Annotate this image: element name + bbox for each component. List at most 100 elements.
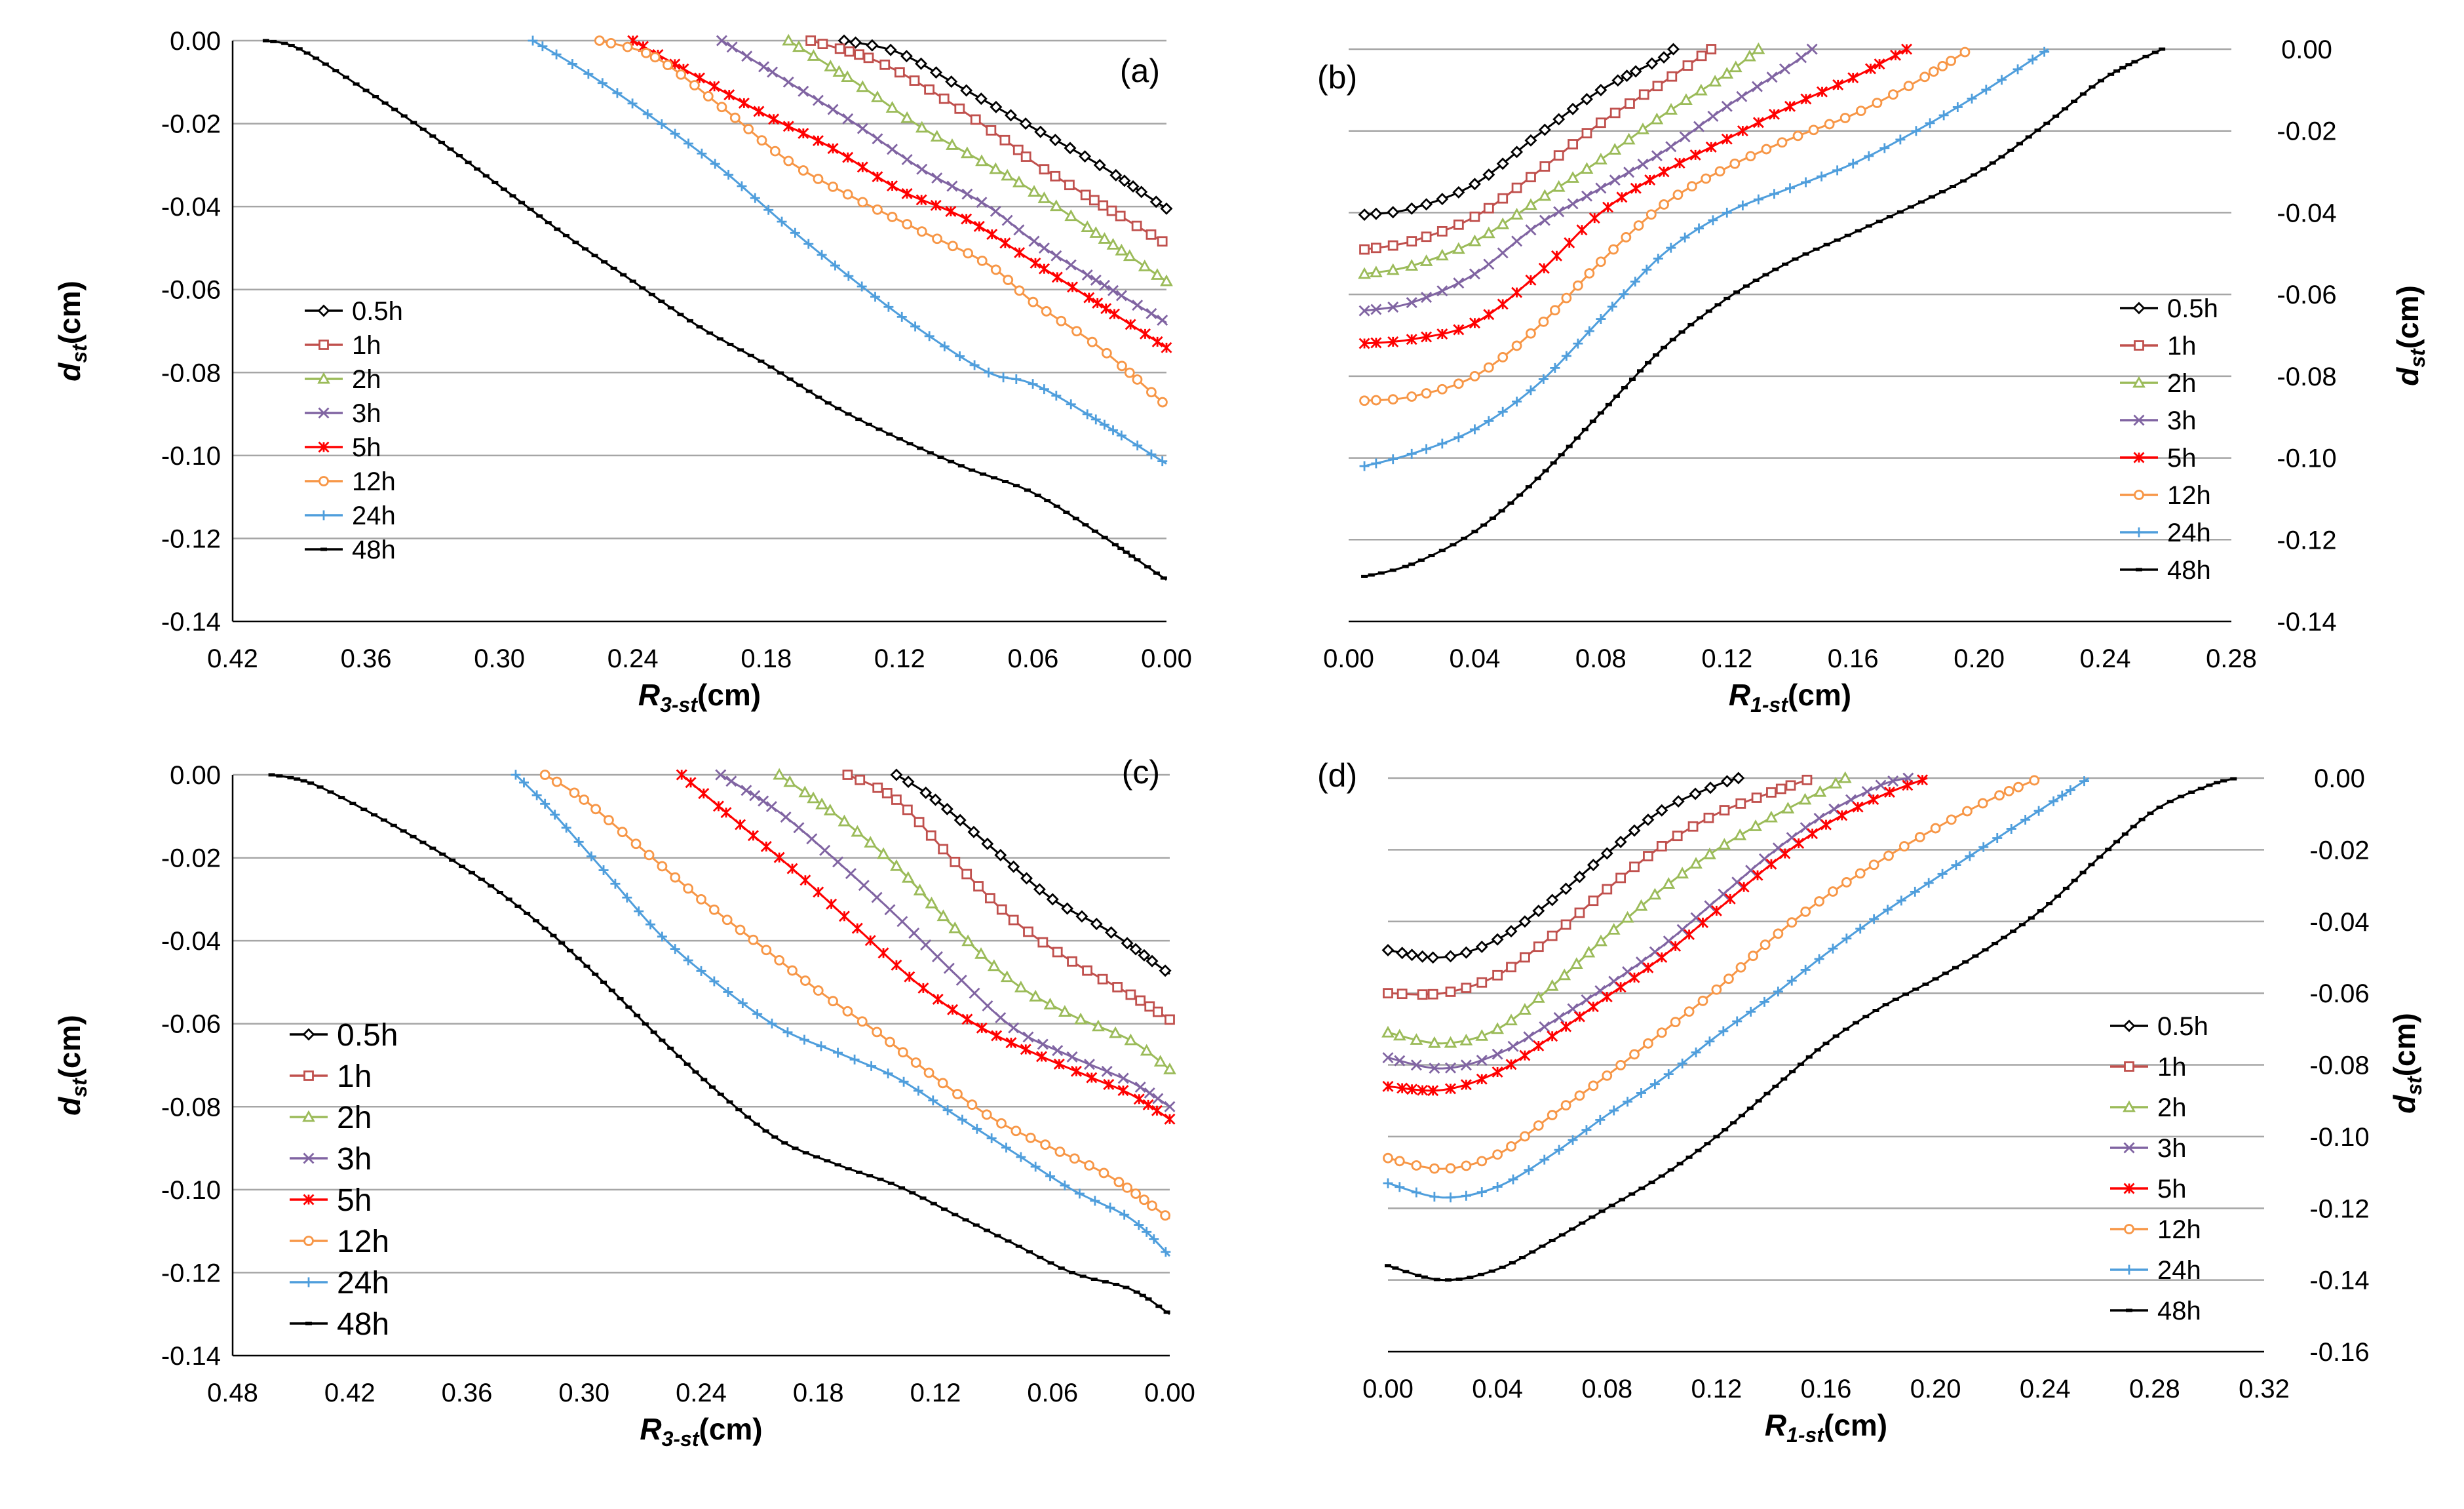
data-point-marker [1512,397,1522,407]
data-point-marker [1670,1017,1681,1028]
data-point-marker [1708,75,1722,87]
series-2h [773,768,1176,1074]
data-point-marker [908,928,920,939]
y-tick-label: -0.14 [2309,1266,2369,1295]
data-point-marker [1775,783,1786,794]
legend-label: 0.5h [352,297,403,326]
x-tick-label: 0.30 [474,644,525,673]
data-point-marker [939,341,950,351]
data-point-marker [756,135,767,146]
data-point-marker [1098,279,1110,291]
data-point-marker [1052,1045,1064,1057]
legend-marker [303,1194,315,1205]
data-point-marker [1106,238,1120,250]
legend-label: 24h [2167,519,2211,547]
data-point-marker [967,1099,978,1110]
data-point-marker [961,934,975,947]
data-point-marker [703,90,714,102]
data-point-marker [954,103,965,114]
data-point-marker [894,67,905,78]
data-point-marker [1080,189,1091,201]
data-point-marker [969,987,980,999]
data-point-marker [708,81,720,92]
data-point-marker [1387,206,1400,219]
data-point-marker [1708,215,1718,225]
data-point-marker [943,962,955,974]
series-48h [262,39,1167,581]
data-point-marker [1039,384,1049,395]
data-point-marker [1090,918,1103,931]
data-point-marker [1601,991,1613,1003]
data-point-marker [890,768,903,781]
data-point-marker [1903,81,1914,92]
data-point-marker [2039,47,2050,57]
data-point-marker [1705,141,1717,153]
data-point-marker [1098,232,1111,244]
data-point-marker [1496,217,1510,229]
data-point-marker [710,159,720,169]
data-point-marker [1028,379,1038,389]
data-point-marker [1735,798,1746,809]
data-point-marker [1560,1021,1572,1032]
data-point-marker [1930,823,1941,834]
series-line [1387,777,1813,996]
data-point-marker [1469,268,1480,280]
data-point-marker [1694,223,1704,233]
data-point-marker [1760,939,1771,950]
data-point-marker [1483,203,1494,214]
data-point-marker [1560,1100,1571,1111]
data-point-marker [1492,970,1503,981]
data-point-marker [1037,191,1051,203]
data-point-marker [1997,75,2007,85]
panel-label: (b) [1317,59,1357,96]
data-point-marker [961,188,973,200]
data-point-marker [803,239,814,249]
data-point-marker [1722,207,1732,218]
data-point-marker [1807,828,1819,840]
x-tick-label: 0.16 [1801,1375,1852,1403]
data-point-marker [972,1124,982,1134]
x-tick-label: 0.48 [207,1379,258,1407]
data-point-marker [947,241,958,252]
legend-marker [2123,1100,2136,1112]
data-point-marker [1704,900,1716,912]
data-point-marker [1406,391,1417,402]
data-point-marker [780,812,792,823]
data-point-marker [884,904,896,916]
data-point-marker [1028,235,1040,247]
x-tick-label: 0.06 [1027,1379,1078,1407]
series-line [1364,48,2163,578]
data-point-marker [1917,774,1928,786]
data-point-marker [1524,198,1537,210]
data-point-marker [657,931,667,942]
data-point-marker [1370,304,1382,315]
data-point-marker [842,189,853,200]
data-point-marker [952,1089,963,1099]
series-line [1387,777,2090,1199]
data-point-marker [1545,979,1559,991]
data-point-marker [777,216,787,227]
data-point-marker [1033,883,1046,896]
y-tick-label: -0.02 [2277,117,2336,146]
data-point-marker [990,205,1001,217]
data-point-marker [842,151,854,163]
data-point-marker [1868,794,1879,806]
x-tick-label: 0.32 [2239,1375,2290,1403]
data-point-marker [1550,363,1560,373]
data-point-marker [824,59,837,71]
data-point-marker [844,46,855,57]
data-point-marker [1371,458,1381,469]
data-point-marker [1011,374,1022,385]
data-point-marker [924,84,934,95]
data-point-marker [1539,214,1550,226]
data-point-marker [1157,315,1168,326]
data-point-marker [1672,189,1684,201]
data-point-marker [645,919,656,930]
series-line [1364,48,1712,251]
data-point-marker [920,939,932,950]
data-point-marker [1092,1019,1105,1032]
data-point-marker [1161,342,1172,353]
legend: 0.5h 1h 2h 3h 5h 12h 24h 48h [305,297,403,564]
data-point-marker [1429,1063,1440,1074]
y-tick-label: -0.06 [161,276,221,305]
